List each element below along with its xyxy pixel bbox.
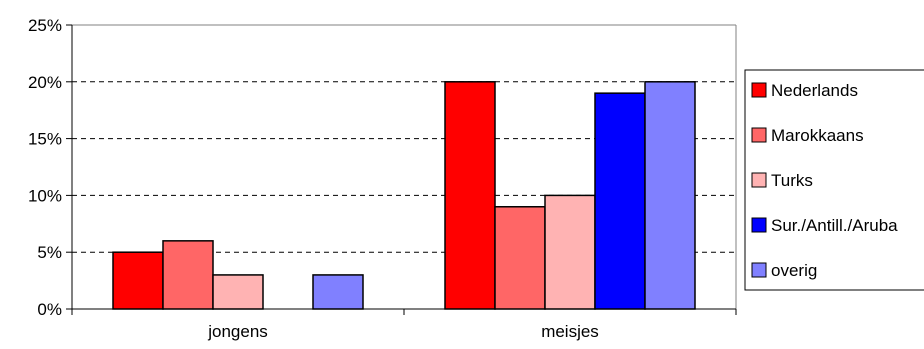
legend-swatch [751, 217, 767, 233]
legend-label: overig [771, 261, 817, 280]
legend-swatch [751, 82, 767, 98]
bar [112, 251, 164, 310]
y-tick-label: 0% [37, 300, 62, 319]
y-axis-ticks: 0% 5% 10% 15% 20% 25% [28, 16, 72, 319]
bar [212, 274, 264, 310]
y-tick-label: 15% [28, 130, 62, 149]
legend-label: Nederlands [771, 81, 858, 100]
y-tick-label: 25% [28, 16, 62, 35]
x-axis-categories: jongens meisjes [207, 322, 599, 341]
legend-label: Turks [771, 171, 813, 190]
legend-label: Marokkaans [771, 126, 864, 145]
bar [594, 92, 646, 310]
legend-box [744, 69, 924, 291]
x-category-label: jongens [207, 322, 268, 341]
bar [494, 206, 546, 310]
bar [312, 274, 364, 310]
bar [444, 81, 496, 310]
y-tick-label: 10% [28, 186, 62, 205]
legend-swatch [751, 127, 767, 143]
bar [644, 81, 696, 310]
legend-swatch [751, 172, 767, 188]
legend-swatch [751, 262, 767, 278]
axes [71, 24, 737, 315]
bar [544, 194, 596, 310]
legend-label: Sur./Antill./Aruba [771, 216, 898, 235]
y-tick-label: 5% [37, 243, 62, 262]
y-tick-label: 20% [28, 73, 62, 92]
bar [162, 240, 214, 310]
bars [112, 81, 696, 310]
x-category-label: meisjes [541, 322, 599, 341]
legend: Nederlands Marokkaans Turks Sur./Antill./Ar… [744, 69, 924, 291]
